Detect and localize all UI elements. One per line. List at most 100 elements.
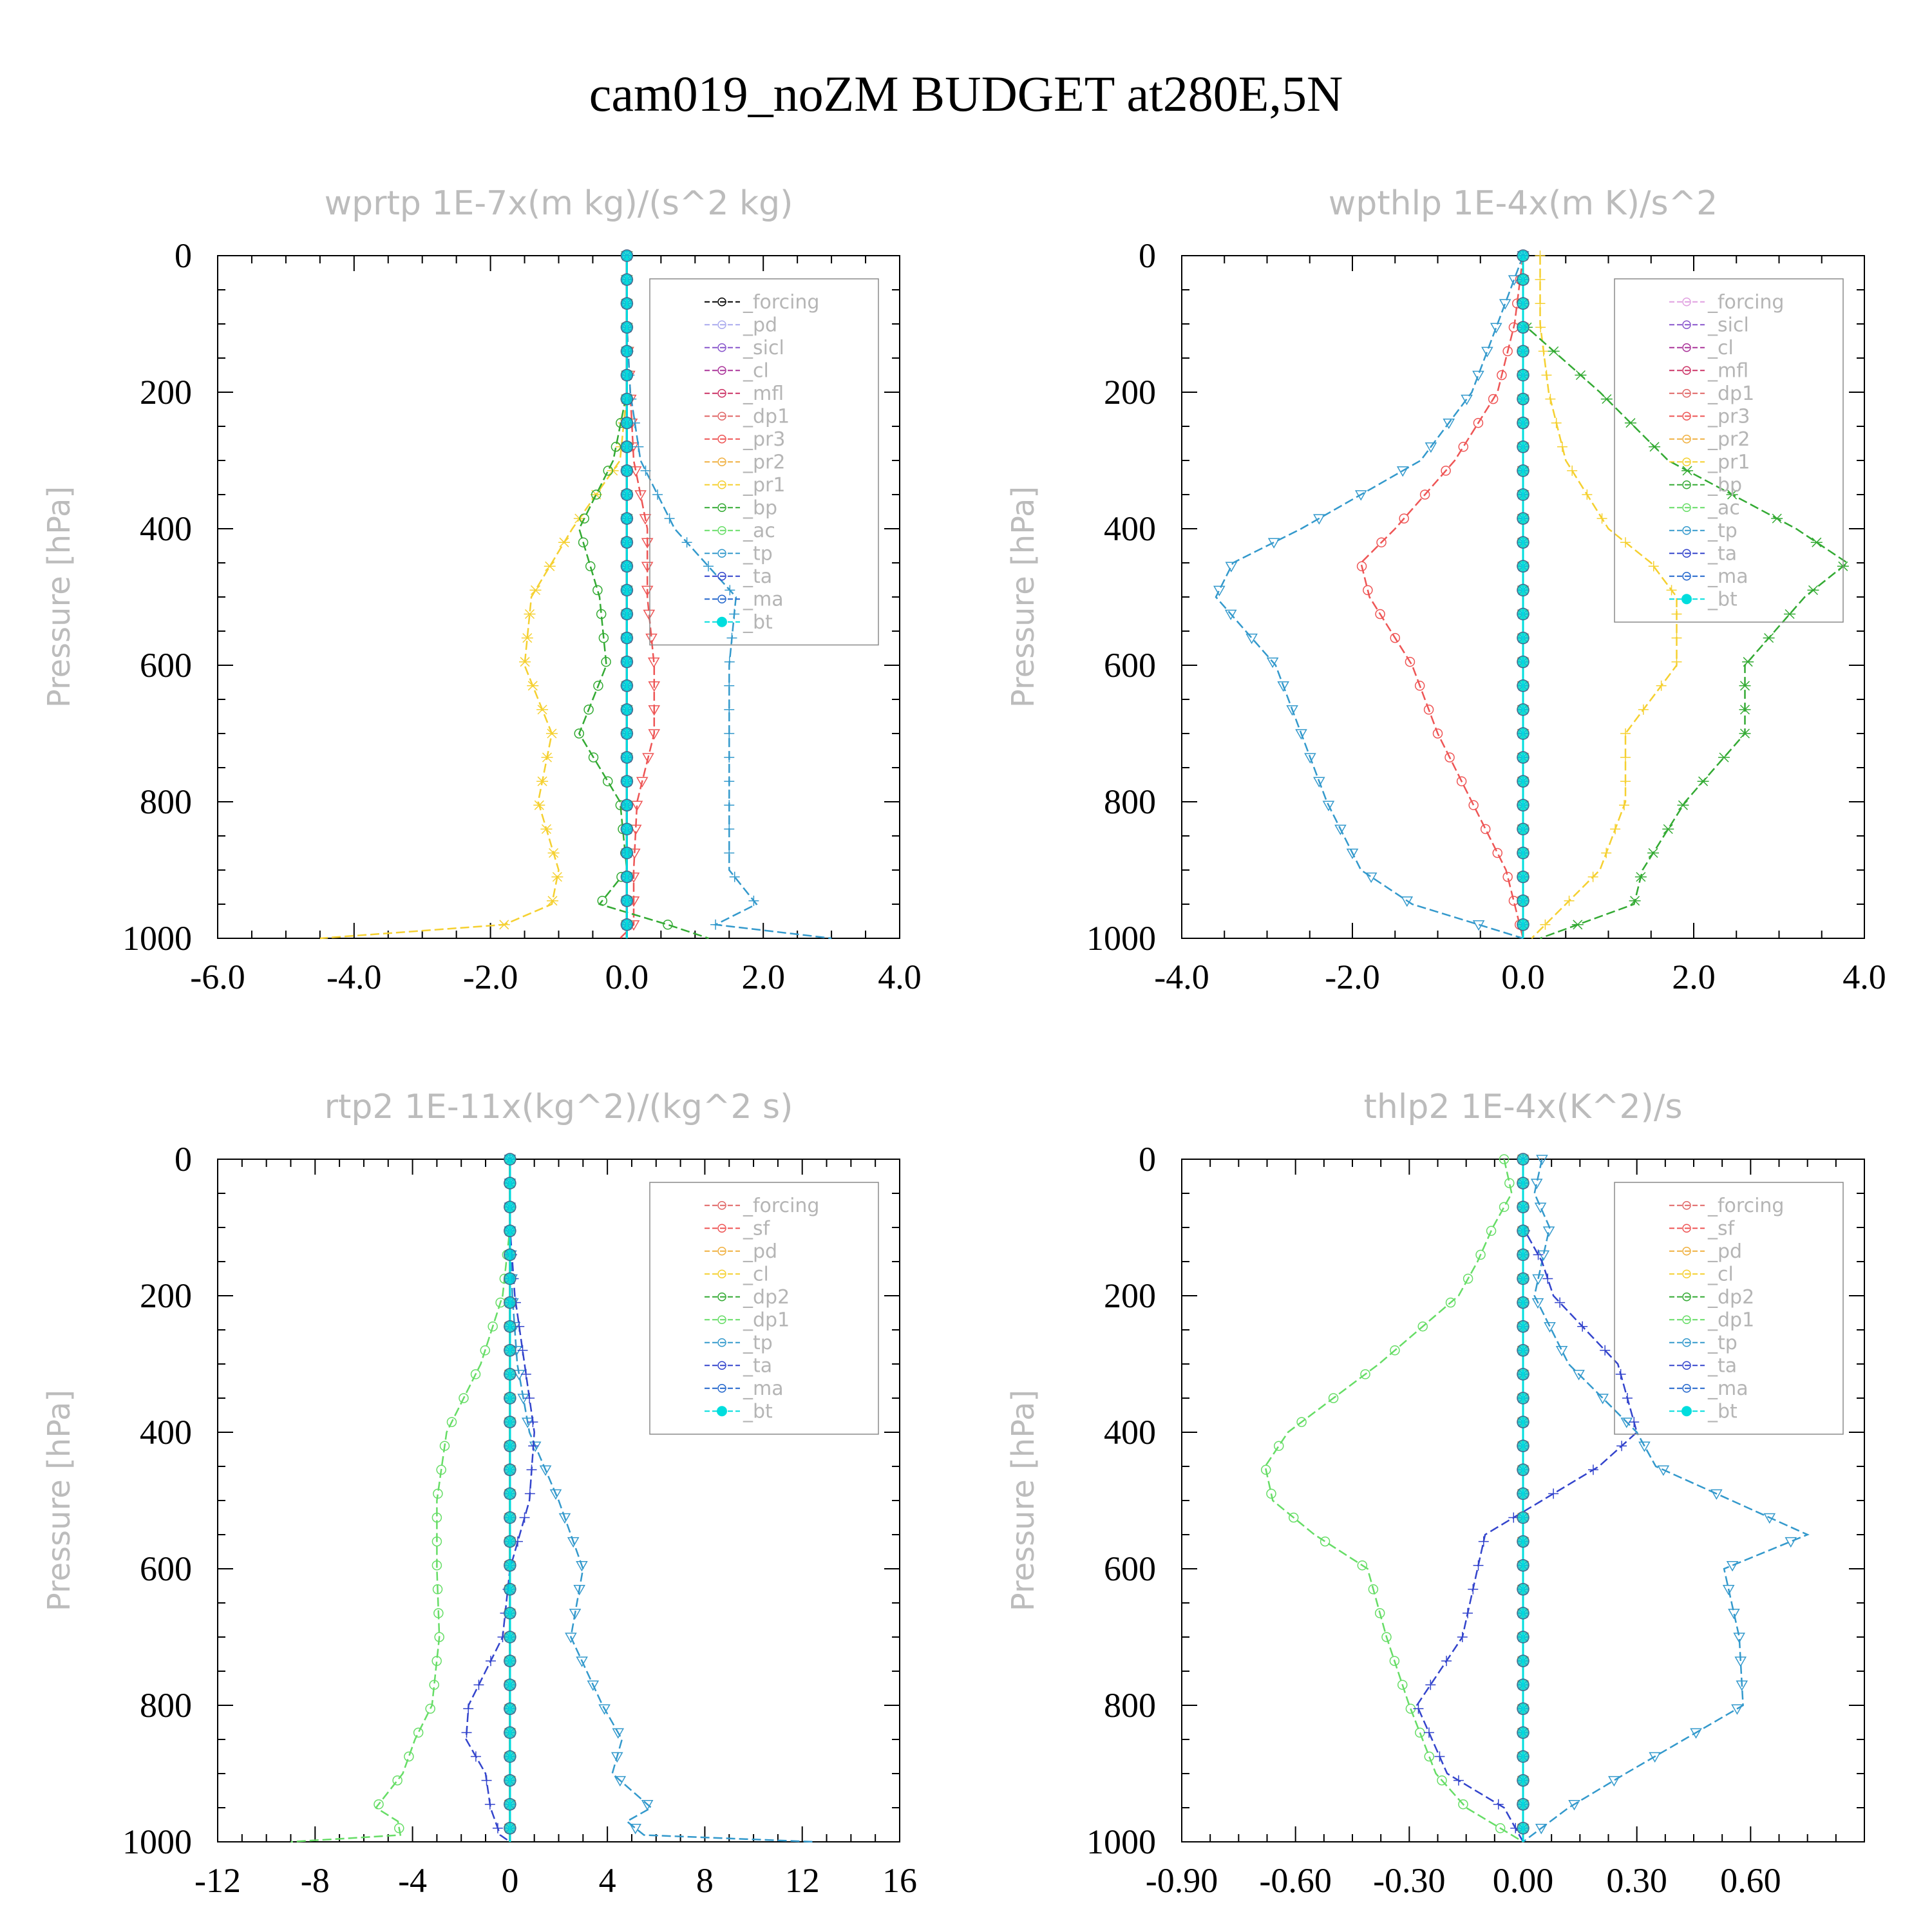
legend-label: _ta bbox=[743, 565, 772, 588]
data-point bbox=[569, 1609, 582, 1620]
data-point bbox=[587, 1680, 600, 1691]
y-tick-label: 600 bbox=[1104, 646, 1156, 685]
data-point bbox=[1548, 1488, 1559, 1499]
data-point bbox=[504, 1368, 516, 1381]
data-point bbox=[1368, 1584, 1379, 1595]
data-point bbox=[1245, 633, 1258, 645]
series-line bbox=[509, 1159, 815, 1843]
legend-marker bbox=[1682, 1293, 1691, 1302]
data-point bbox=[1401, 896, 1414, 907]
data-point bbox=[1615, 1368, 1626, 1379]
data-point bbox=[1736, 1680, 1748, 1691]
data-point bbox=[513, 1370, 526, 1381]
data-point bbox=[620, 273, 634, 286]
data-point bbox=[1313, 777, 1325, 788]
data-point bbox=[1535, 298, 1546, 309]
data-point bbox=[1274, 1441, 1284, 1451]
data-point bbox=[567, 1537, 580, 1548]
data-point bbox=[598, 1704, 611, 1715]
data-point bbox=[620, 799, 634, 812]
data-point bbox=[664, 513, 675, 524]
data-point bbox=[1224, 609, 1237, 621]
data-point bbox=[724, 824, 735, 835]
data-point bbox=[1444, 752, 1455, 762]
data-point bbox=[1624, 418, 1636, 428]
data-point bbox=[1486, 1226, 1497, 1236]
data-point bbox=[1517, 1558, 1530, 1572]
series-pr3 bbox=[1356, 251, 1528, 939]
legend-frame bbox=[1614, 278, 1844, 623]
legend-label: _mfl bbox=[1707, 359, 1748, 382]
legend-label: _tp bbox=[1707, 1332, 1738, 1354]
data-point bbox=[1480, 824, 1491, 835]
data-point bbox=[1260, 1464, 1271, 1475]
data-point bbox=[1405, 656, 1416, 667]
data-point bbox=[1662, 824, 1674, 834]
data-point bbox=[724, 585, 735, 596]
data-point bbox=[663, 920, 673, 930]
legend-label: _pr3 bbox=[1707, 405, 1750, 428]
x-tick-label: -0.30 bbox=[1373, 1861, 1445, 1900]
data-point bbox=[1517, 1678, 1530, 1691]
data-point bbox=[1286, 705, 1298, 716]
legend-label: _ma bbox=[743, 1378, 784, 1400]
data-point bbox=[1629, 896, 1641, 906]
legend-label: _pr3 bbox=[743, 428, 785, 451]
series-line bbox=[1215, 255, 1524, 940]
data-point bbox=[1356, 561, 1367, 572]
y-tick-label: 0 bbox=[175, 1140, 192, 1179]
legend-label: _dp1 bbox=[743, 405, 790, 428]
data-point bbox=[1495, 1823, 1506, 1833]
data-point bbox=[1390, 1345, 1400, 1356]
legend-marker bbox=[717, 343, 726, 352]
data-point bbox=[724, 848, 735, 858]
data-point bbox=[1381, 1632, 1392, 1642]
data-point bbox=[504, 1248, 516, 1262]
series-dp1 bbox=[1260, 1154, 1524, 1843]
series-tp bbox=[1213, 251, 1530, 940]
series-line bbox=[626, 256, 832, 940]
legend: _forcing_sf_pd_cl_dp2_dp1_tp_ta_ma_bt bbox=[1614, 1182, 1844, 1435]
data-point bbox=[1458, 1799, 1468, 1810]
data-point bbox=[541, 752, 553, 762]
data-point bbox=[504, 1822, 516, 1835]
legend-label: _cl bbox=[743, 1263, 769, 1285]
data-point bbox=[574, 728, 585, 739]
legend-label: _pr1 bbox=[1707, 451, 1750, 473]
x-tick-label: -0.60 bbox=[1259, 1861, 1331, 1900]
x-tick-label: 0 bbox=[501, 1861, 518, 1900]
data-point bbox=[1517, 297, 1530, 310]
panel-1: wprtp 1E-7x(m kg)/(s^2 kg) Pressure [hPa]… bbox=[41, 184, 922, 996]
data-point bbox=[1376, 537, 1387, 547]
data-point bbox=[1517, 1368, 1530, 1381]
data-point bbox=[431, 1512, 442, 1523]
data-point bbox=[526, 1464, 537, 1475]
data-point bbox=[1499, 1154, 1510, 1164]
data-point bbox=[648, 705, 661, 716]
data-point bbox=[549, 1489, 562, 1500]
data-point bbox=[1620, 752, 1631, 763]
data-point bbox=[1681, 466, 1694, 476]
data-point bbox=[1697, 776, 1709, 786]
data-point bbox=[1517, 822, 1530, 836]
data-point bbox=[1807, 585, 1819, 595]
data-point bbox=[611, 442, 621, 452]
data-point bbox=[520, 1368, 531, 1379]
data-point bbox=[1517, 1200, 1530, 1213]
data-point bbox=[1517, 1344, 1530, 1357]
data-point bbox=[504, 1320, 516, 1333]
data-point bbox=[1461, 394, 1473, 406]
data-point bbox=[524, 609, 536, 620]
legend: _forcing_pd_sicl_cl_mfl_dp1_pr3_pr2_pr1_… bbox=[649, 278, 879, 646]
legend-marker bbox=[717, 1293, 726, 1302]
data-point bbox=[1517, 1583, 1530, 1596]
data-point bbox=[517, 1394, 529, 1405]
data-point bbox=[1648, 561, 1659, 572]
data-point bbox=[1517, 536, 1530, 549]
data-point bbox=[1517, 679, 1530, 692]
x-tick-label: -2.0 bbox=[1325, 958, 1379, 996]
data-point bbox=[1620, 776, 1631, 787]
data-point bbox=[1458, 442, 1468, 452]
data-point bbox=[1517, 512, 1530, 525]
